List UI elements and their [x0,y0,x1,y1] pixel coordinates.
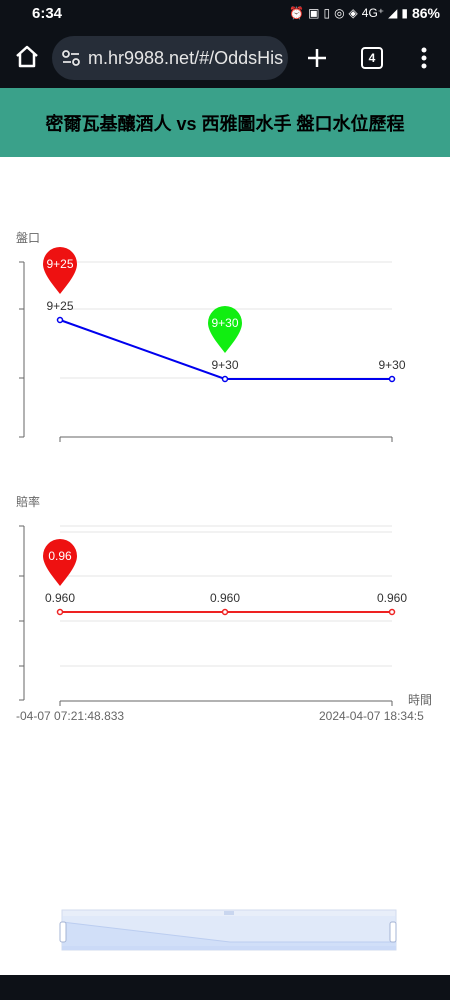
url-text: m.hr9988.net/#/OddsHis [88,48,284,68]
marker-pin: 9+30 [208,306,242,353]
status-icons: ⏰ ▣ ▯ ◎ ◈ 4G⁺ ◢ ▮ 86% [289,5,440,21]
data-point [56,316,64,324]
volte-icon: ◈ [348,6,358,20]
data-point [388,375,396,383]
alarm-icon: ⏰ [289,6,305,20]
chart2-y-axis-label: 賠率 [16,494,40,509]
odds-history-chart: 盤口 9+25 9+30 9+30 9+25 9+30 賠率 時間 -04-07 07:… [16,231,432,951]
data-point [221,375,229,383]
marker-pin: 0.96 [43,539,77,586]
svg-text:0.96: 0.96 [48,549,72,563]
zoom-handle-right[interactable] [389,921,397,943]
hotspot-icon: ◎ [334,6,345,20]
data-label: 9+30 [378,358,405,372]
data-label: 0.960 [377,591,407,605]
battery-icon: ▮ [401,6,408,20]
navigation-bar [0,975,450,1000]
chart2-x-tick-label: 2024-04-07 18:34:5 [319,709,424,723]
site-settings-icon[interactable] [62,50,80,66]
home-icon[interactable] [14,44,40,70]
data-label: 0.960 [45,591,75,605]
marker-pin: 9+25 [43,247,77,294]
tab-switcher-button[interactable]: 4 [361,47,383,69]
page-title: 密爾瓦基釀酒人 vs 西雅圖水手 盤口水位歷程 [45,114,405,134]
battery-level: 86% [411,5,440,21]
data-point [388,608,396,616]
data-label: 9+30 [211,358,238,372]
signal-type: 4G⁺ [361,6,385,20]
chart2-x-axis-label: 時間 [408,693,432,707]
nfc-icon: ▣ [308,6,320,20]
data-point [56,608,64,616]
zoom-handle-left[interactable] [59,921,67,943]
data-point [221,608,229,616]
signal-icon: ◢ [388,6,398,20]
chart2-axes: 賠率 時間 -04-07 07:21:48.833 2024-04-07 18:… [16,494,432,723]
zoom-move-handle[interactable] [224,911,234,915]
zoom-slider[interactable] [59,909,397,951]
data-label: 0.960 [210,591,240,605]
svg-text:9+30: 9+30 [211,316,238,330]
new-tab-icon[interactable] [306,47,328,69]
status-bar: 6:34 ⏰ ▣ ▯ ◎ ◈ 4G⁺ ◢ ▮ 86% [0,0,450,30]
svg-text:9+25: 9+25 [46,257,73,271]
url-bar[interactable]: m.hr9988.net/#/OddsHis [52,36,288,80]
status-time: 6:34 [32,5,63,22]
chart2-x-tick-label: -04-07 07:21:48.833 [16,709,124,723]
page-header: 密爾瓦基釀酒人 vs 西雅圖水手 盤口水位歷程 [0,88,450,157]
browser-toolbar: m.hr9988.net/#/OddsHis 4 [0,30,450,88]
chart1-y-axis-label: 盤口 [16,231,40,245]
vibrate-icon: ▯ [323,6,331,20]
data-label: 9+25 [46,299,73,313]
more-options-icon[interactable] [418,46,430,70]
